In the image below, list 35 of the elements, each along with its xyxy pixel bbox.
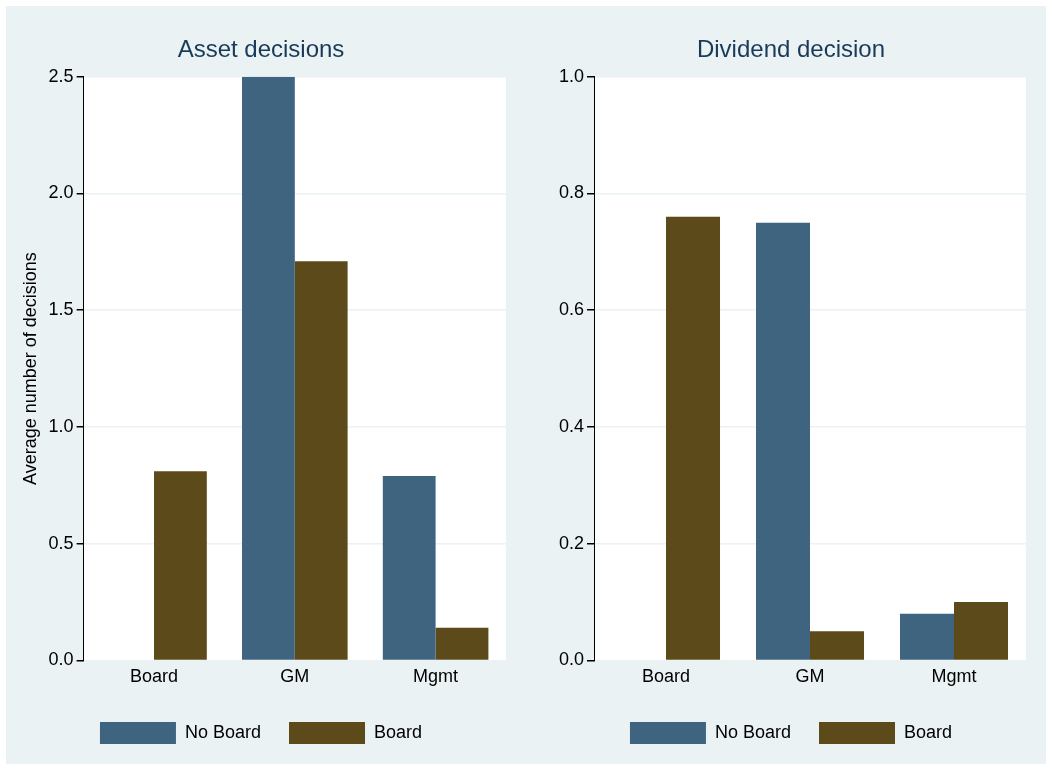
x-tick-label: GM (280, 666, 310, 687)
y-tick-label: 0.5 (48, 532, 74, 553)
legend-label: Board (374, 721, 423, 742)
legend-label: No Board (714, 721, 792, 742)
bar (435, 627, 489, 660)
y-tick-label: 1.0 (48, 415, 74, 436)
x-tick-label: Board (642, 666, 691, 687)
bar (756, 222, 811, 660)
y-tick-label: 1.5 (48, 299, 74, 320)
x-tick-label: GM (795, 666, 825, 687)
y-tick-label: 0.2 (558, 532, 585, 553)
bar (294, 261, 348, 660)
y-tick-label: 0.4 (558, 415, 585, 436)
y-tick-label: 0.0 (558, 649, 585, 670)
y-axis-title: Average number of decisions (19, 252, 40, 486)
bar (666, 216, 721, 660)
bar (242, 76, 295, 660)
legend-label: No Board (184, 721, 262, 742)
y-tick-label: 0.6 (558, 299, 585, 320)
x-tick-label: Board (130, 666, 179, 687)
x-tick-label: Mgmt (931, 666, 977, 687)
chart-title: Dividend decision (696, 35, 886, 63)
bar (900, 613, 954, 660)
y-tick-label: 2.0 (48, 182, 74, 203)
chart-title: Asset decisions (177, 35, 345, 63)
bar (154, 471, 207, 660)
y-tick-label: 2.5 (48, 65, 74, 86)
bar (810, 631, 865, 660)
legend-label: Board (904, 721, 953, 742)
y-tick-label: 1.0 (558, 65, 585, 86)
y-tick-label: 0.8 (558, 182, 585, 203)
bar (382, 475, 436, 660)
x-tick-label: Mgmt (413, 666, 459, 687)
bar (954, 602, 1008, 660)
y-tick-label: 0.0 (48, 649, 74, 670)
